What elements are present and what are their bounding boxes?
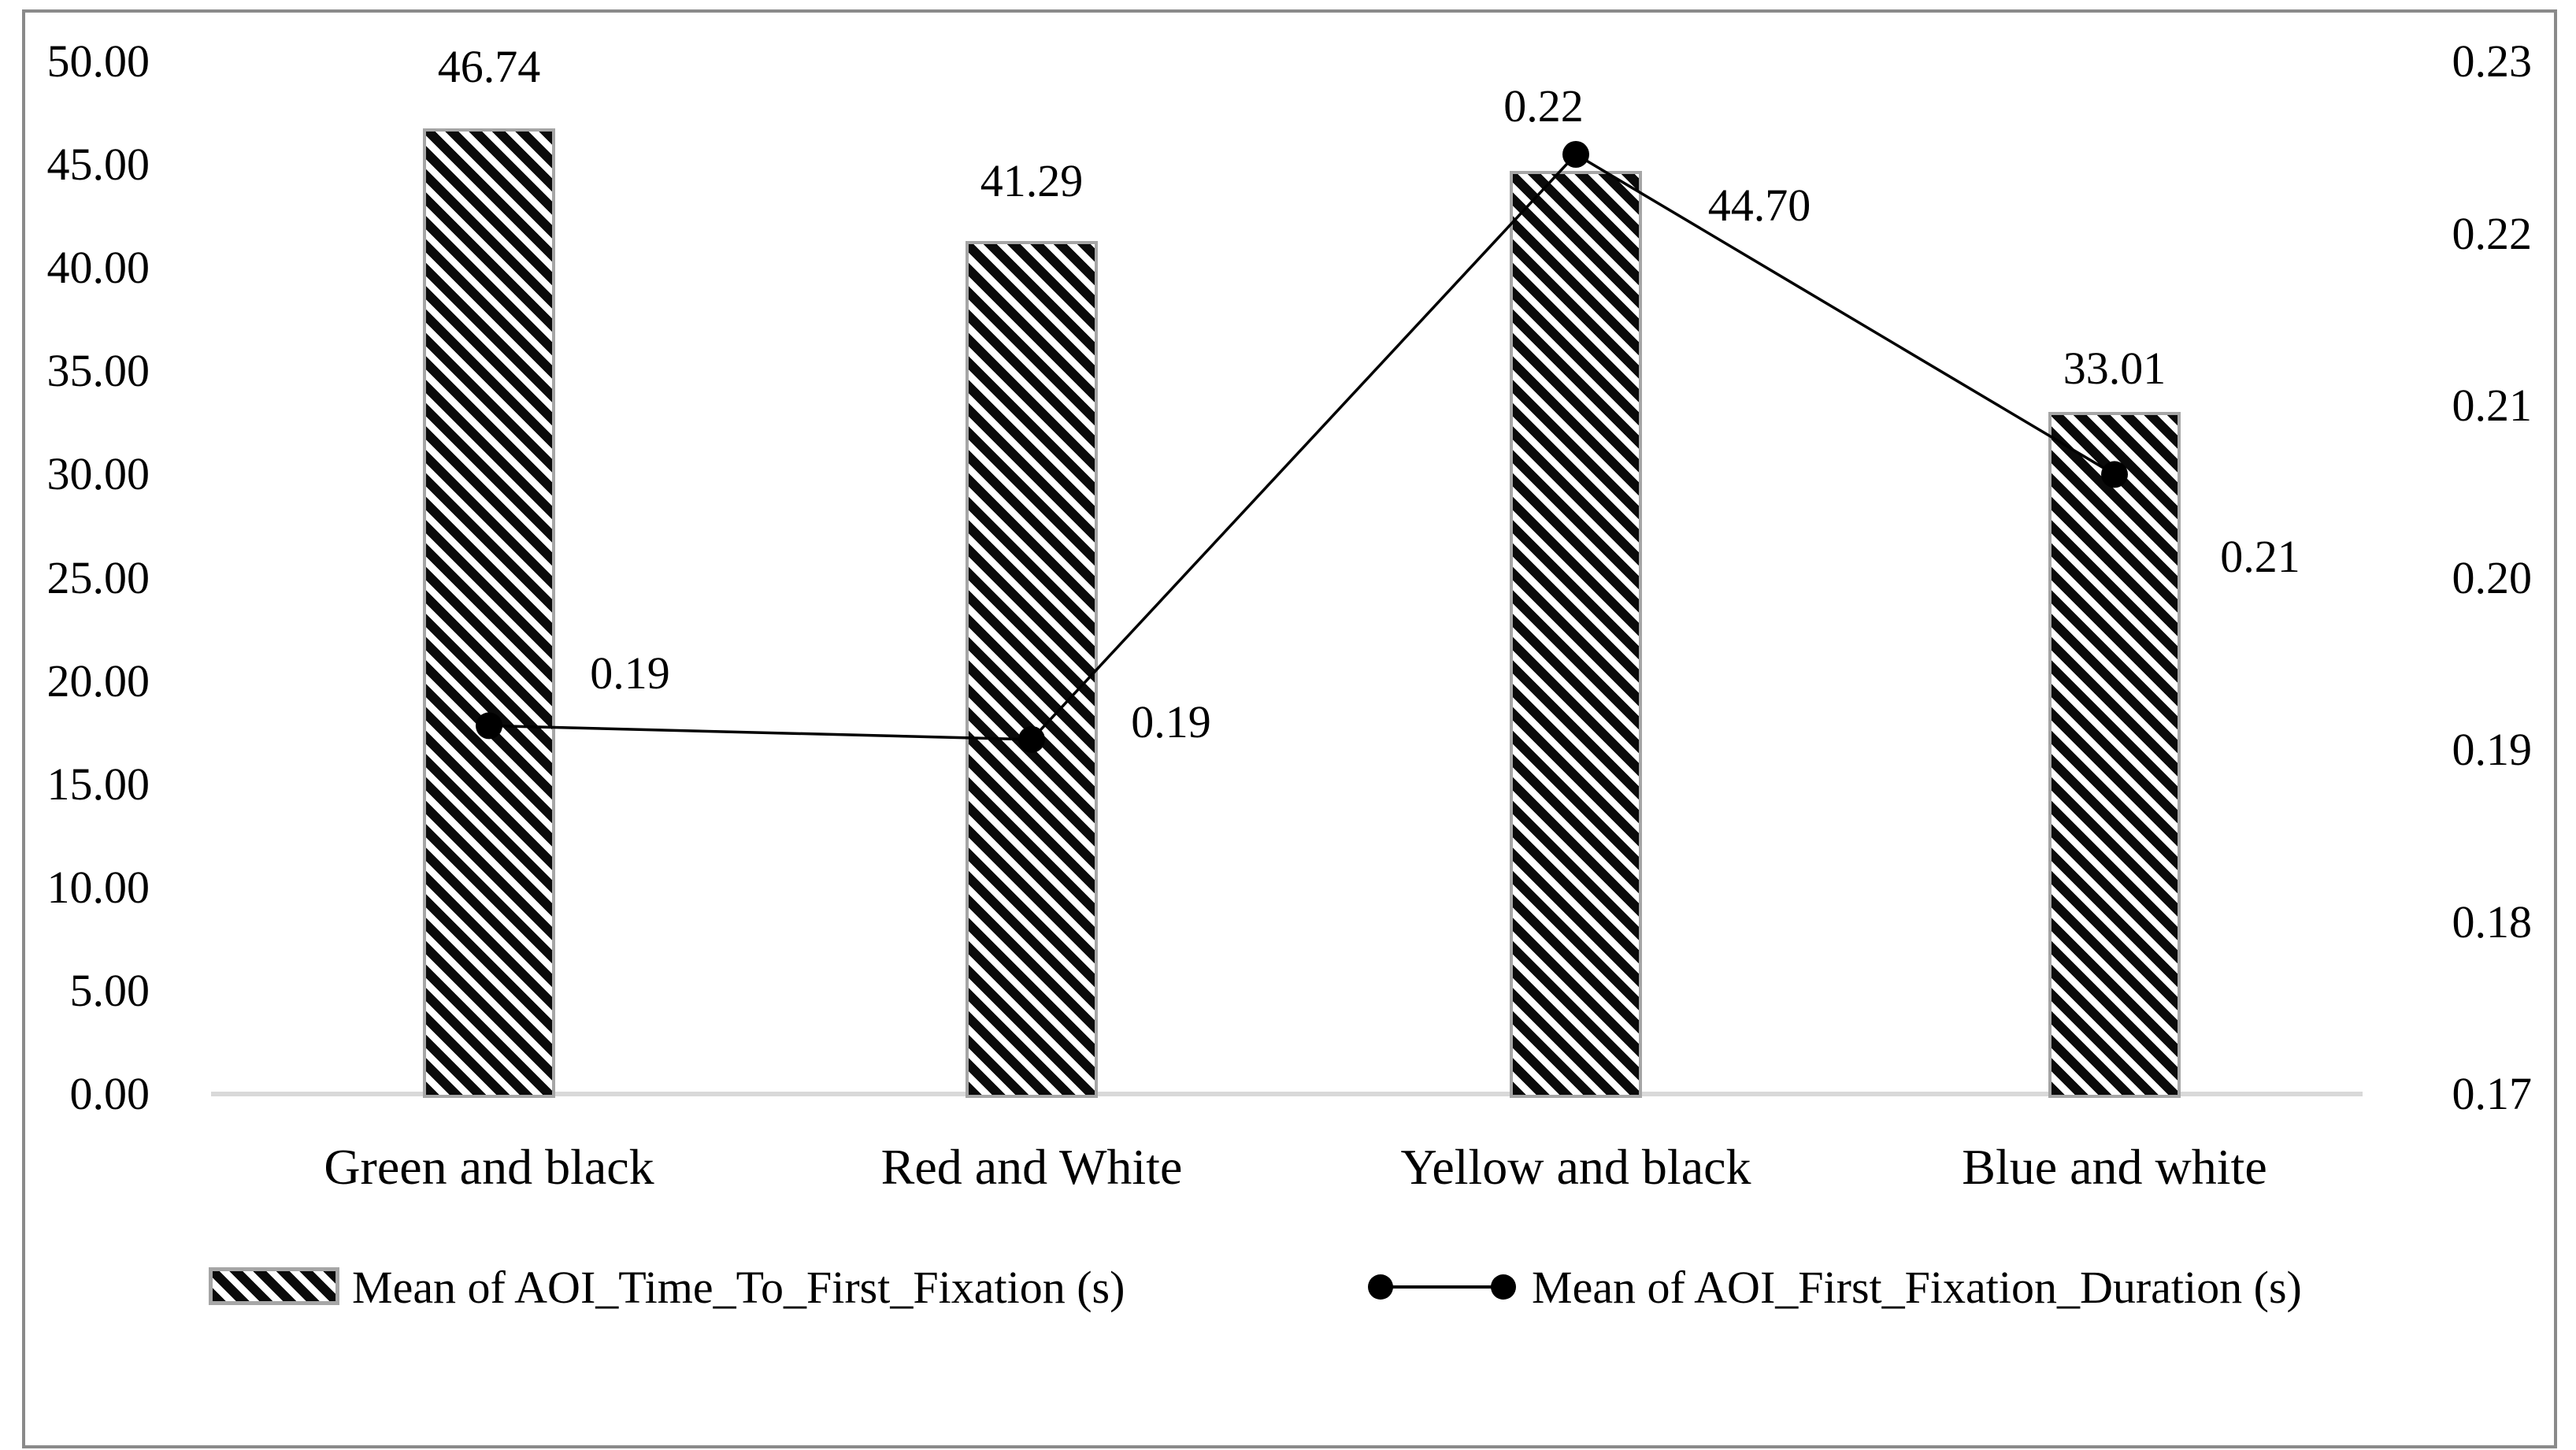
right-axis-tick-0.22: 0.22 <box>2452 207 2533 259</box>
bar-yellow-and-black <box>1510 170 1642 1098</box>
bar-blue-and-white <box>2048 412 2181 1098</box>
bar-green-and-black <box>423 128 555 1098</box>
line-label-green-and-black: 0.19 <box>590 647 670 699</box>
chart-frame <box>22 9 2557 1448</box>
legend-line-swatch-icon <box>1368 1274 1516 1300</box>
line-marker-green-and-black <box>476 712 502 740</box>
category-label-blue-and-white: Blue and white <box>1962 1139 2267 1195</box>
line-path <box>488 152 2115 741</box>
right-axis-tick-0.18: 0.18 <box>2452 896 2533 948</box>
bar-label-green-and-black: 46.74 <box>437 41 541 93</box>
line-label-blue-and-white: 0.21 <box>2220 531 2300 583</box>
line-marker-blue-and-white <box>2101 461 2128 488</box>
line-marker-yellow-and-black <box>1562 140 1589 168</box>
legend-line-series-label: Mean of AOI_First_Fixation_Duration (s) <box>1532 1262 2302 1313</box>
category-label-yellow-and-black: Yellow and black <box>1400 1139 1751 1195</box>
right-axis-tick-0.21: 0.21 <box>2452 380 2533 431</box>
left-axis-tick-45.00: 45.00 <box>46 139 150 191</box>
bar-label-yellow-and-black: 44.70 <box>1707 179 1811 231</box>
left-axis-tick-15.00: 15.00 <box>46 758 150 810</box>
bar-red-and-white <box>966 241 1098 1098</box>
left-axis-tick-10.00: 10.00 <box>46 861 150 913</box>
bar-label-red-and-white: 41.29 <box>980 155 1084 207</box>
left-axis-tick-50.00: 50.00 <box>46 35 150 87</box>
right-axis-tick-0.20: 0.20 <box>2452 551 2533 603</box>
left-axis-tick-35.00: 35.00 <box>46 345 150 397</box>
line-label-red-and-white: 0.19 <box>1131 695 1211 747</box>
left-axis-tick-40.00: 40.00 <box>46 242 150 294</box>
right-axis-tick-0.17: 0.17 <box>2452 1068 2533 1119</box>
line-marker-red-and-white <box>1018 725 1045 753</box>
x-axis-line <box>211 1092 2363 1096</box>
left-axis-tick-5.00: 5.00 <box>69 964 150 1016</box>
left-axis-tick-0.00: 0.00 <box>69 1068 150 1119</box>
left-axis-tick-30.00: 30.00 <box>46 448 150 500</box>
right-axis-tick-0.23: 0.23 <box>2452 35 2533 87</box>
category-label-green-and-black: Green and black <box>324 1139 654 1195</box>
category-label-red-and-white: Red and White <box>880 1139 1183 1195</box>
right-axis-tick-0.19: 0.19 <box>2452 724 2533 775</box>
legend-bar-series-label: Mean of AOI_Time_To_First_Fixation (s) <box>352 1262 1125 1313</box>
bar-label-blue-and-white: 33.01 <box>2063 343 2166 395</box>
left-axis-tick-20.00: 20.00 <box>46 655 150 706</box>
line-label-yellow-and-black: 0.22 <box>1503 80 1584 132</box>
left-axis-tick-25.00: 25.00 <box>46 551 150 603</box>
legend-bar-swatch-icon <box>209 1267 339 1305</box>
